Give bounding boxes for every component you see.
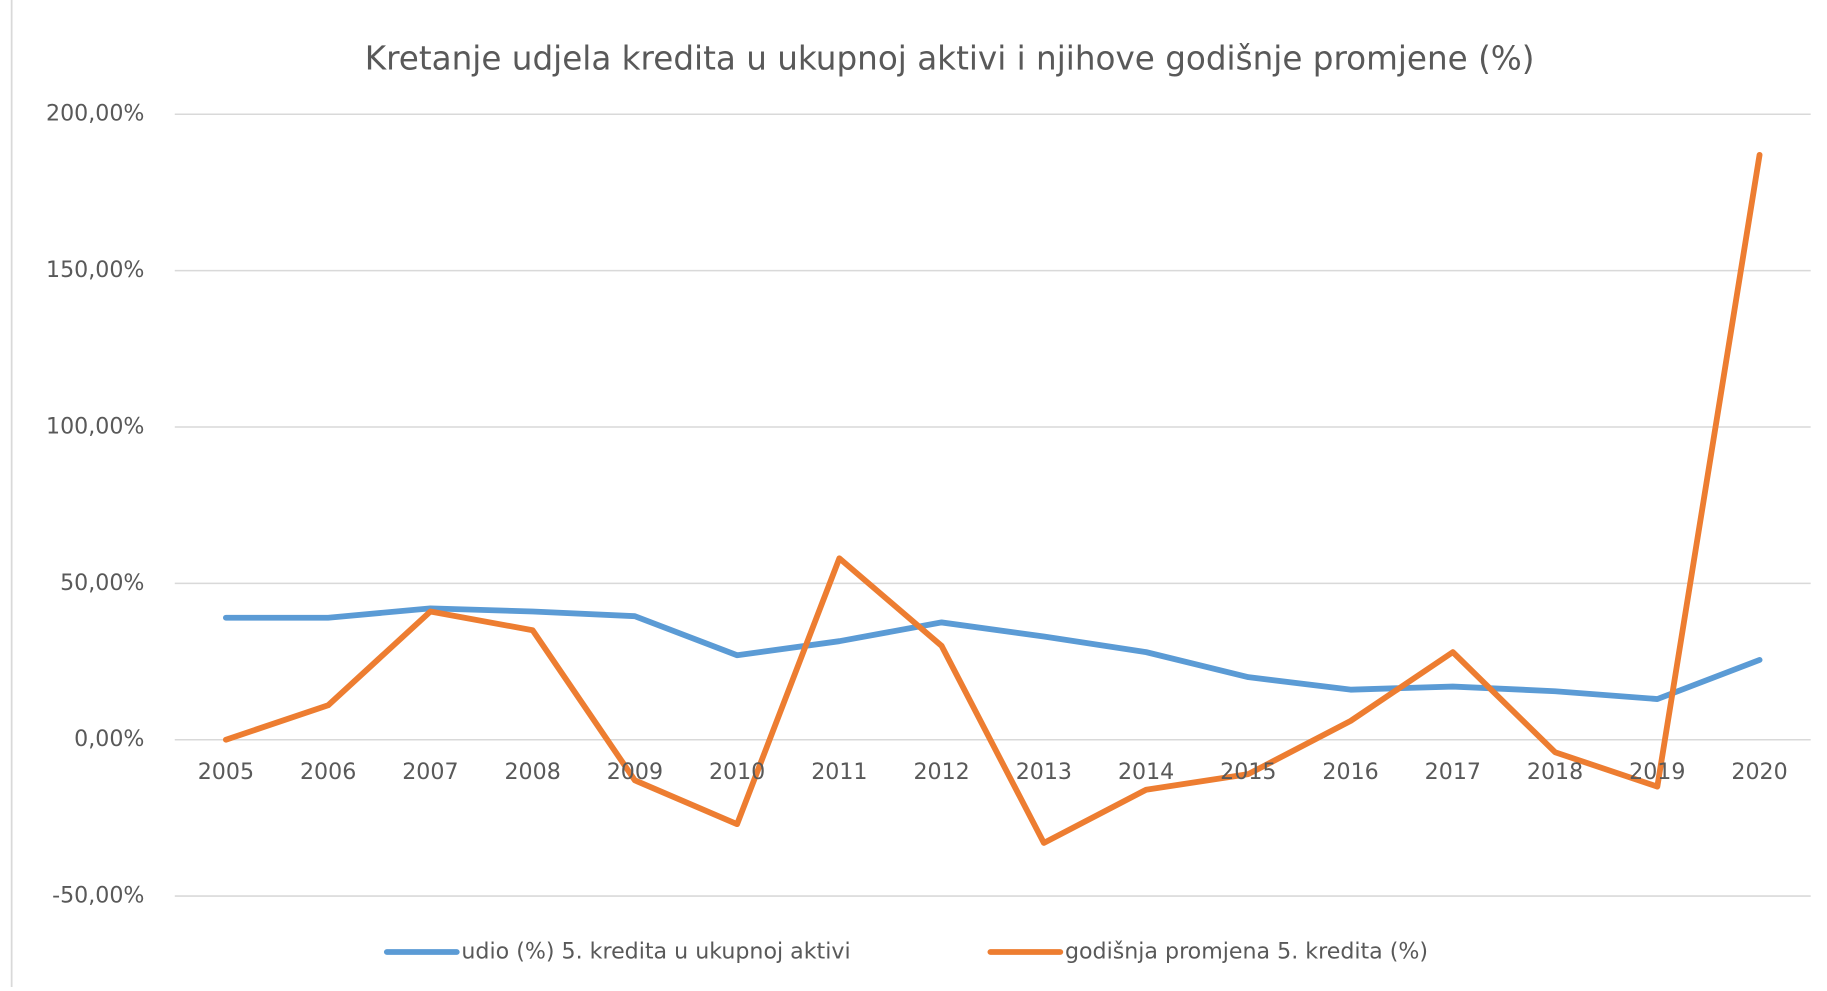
- x-tick-label: 2011: [811, 759, 867, 785]
- x-tick-label: 2008: [504, 759, 560, 785]
- legend-label: godišnja promjena 5. kredita (%): [1065, 938, 1428, 964]
- x-tick-label: 2020: [1731, 759, 1787, 785]
- x-tick-label: 2016: [1322, 759, 1378, 785]
- x-tick-label: 2018: [1527, 759, 1583, 785]
- x-tick-label: 2019: [1629, 759, 1685, 785]
- x-tick-label: 2007: [402, 759, 458, 785]
- x-tick-label: 2015: [1220, 759, 1276, 785]
- chart-title: Kretanje udjela kredita u ukupnoj aktivi…: [365, 40, 1535, 78]
- x-tick-label: 2012: [913, 759, 969, 785]
- x-tick-label: 2013: [1016, 759, 1072, 785]
- y-tick-label: 200,00%: [46, 101, 144, 127]
- y-tick-label: 150,00%: [46, 257, 144, 283]
- y-tick-label: -50,00%: [52, 883, 144, 909]
- y-tick-label: 0,00%: [74, 726, 144, 752]
- x-tick-label: 2017: [1425, 759, 1481, 785]
- y-tick-label: 100,00%: [46, 413, 144, 439]
- y-tick-label: 50,00%: [60, 570, 144, 596]
- x-tick-label: 2010: [709, 759, 765, 785]
- x-tick-label: 2014: [1118, 759, 1174, 785]
- x-tick-label: 2005: [198, 759, 254, 785]
- x-tick-label: 2006: [300, 759, 356, 785]
- series-line: [222, 151, 1763, 846]
- legend-label: udio (%) 5. kredita u ukupnoj aktivi: [461, 938, 850, 964]
- x-tick-label: 2009: [607, 759, 663, 785]
- series-line: [222, 605, 1763, 702]
